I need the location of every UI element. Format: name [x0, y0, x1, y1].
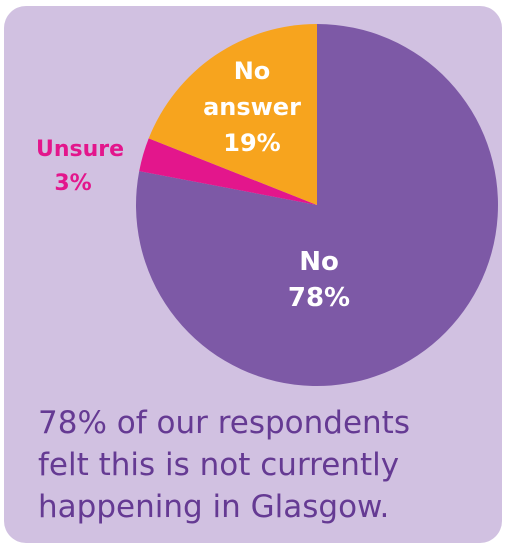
label-no-answer-line1: No: [234, 57, 271, 85]
caption-line-2: felt this is not currently: [38, 447, 400, 483]
label-no-answer-percent: 19%: [223, 129, 280, 157]
label-unsure-percent: 3%: [54, 171, 91, 196]
label-unsure-name: Unsure: [36, 137, 124, 162]
pie-slices: [136, 24, 499, 386]
pie-slice-unsure: [139, 138, 317, 205]
caption-line-1: 78% of our respondents: [38, 405, 410, 441]
pie-slice-no-answer: [148, 24, 317, 205]
pie-labels: No 78% No answer 19% Unsure 3%: [36, 57, 350, 313]
label-no-name: No: [299, 247, 339, 277]
summary-caption: 78% of our respondents felt this is not …: [38, 402, 498, 528]
pie-slice-no: [136, 24, 499, 386]
label-no-percent: 78%: [288, 283, 350, 313]
label-no-answer-line2: answer: [203, 93, 301, 121]
caption-line-3: happening in Glasgow.: [38, 489, 390, 525]
